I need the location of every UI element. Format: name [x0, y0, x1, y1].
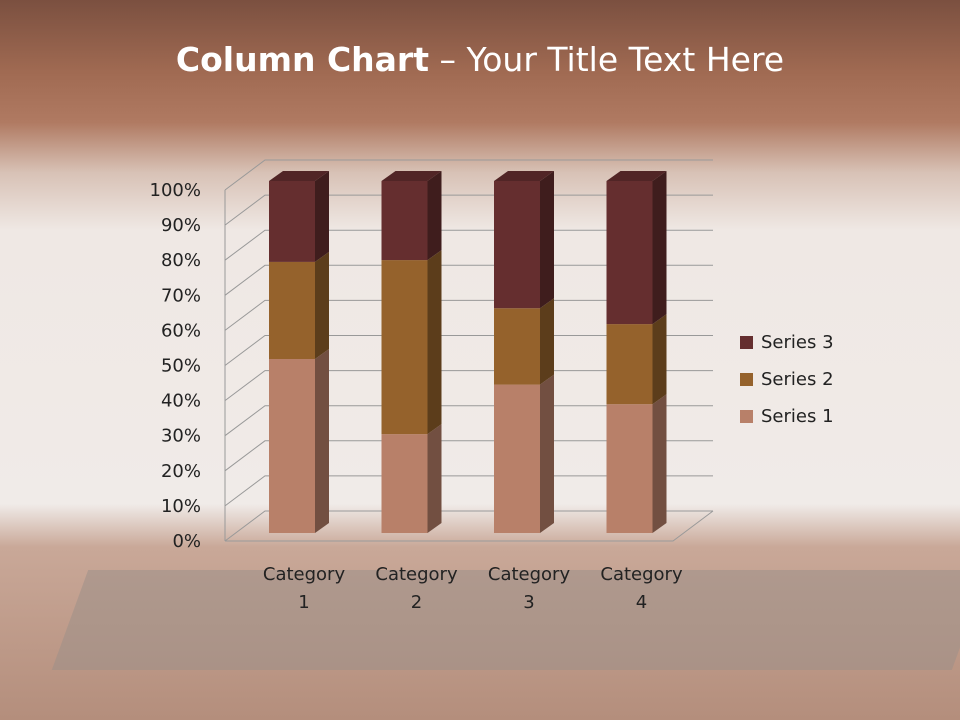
bar-series-1 [269, 359, 315, 533]
legend-item: Series 2 [740, 369, 834, 390]
bar-series-2 [269, 261, 315, 360]
x-tick-label: 4 [636, 592, 647, 613]
gridline [224, 299, 713, 331]
bar-side-series-1 [540, 374, 554, 533]
y-tick-label: 30% [161, 426, 201, 447]
gridline [224, 264, 713, 296]
bar-series-1 [494, 384, 540, 533]
x-tick-label: 1 [298, 592, 309, 613]
bar-side-series-3 [427, 171, 442, 261]
gridline [224, 335, 713, 366]
y-tick-label: 60% [161, 320, 201, 341]
bar-side-series-1 [652, 394, 667, 533]
bar-series-3 [269, 181, 315, 262]
bar-series-3 [494, 181, 540, 309]
gridline [224, 159, 713, 191]
bar-side-series-1 [427, 424, 442, 533]
bar-side-series-2 [540, 298, 554, 385]
x-tick-label: Category [600, 564, 683, 585]
y-tick-label: 70% [161, 285, 201, 306]
bar-side-series-2 [652, 314, 667, 405]
bar-series-3 [606, 181, 653, 325]
y-tick-label: 20% [161, 461, 201, 482]
y-tick-label: 50% [161, 356, 201, 377]
y-tick-label: 90% [161, 215, 201, 236]
bar-series-3 [381, 181, 428, 261]
bar-side-series-2 [315, 251, 329, 360]
legend-label: Series 1 [761, 406, 834, 427]
bar-series-1 [381, 434, 428, 533]
bar-side-series-3 [540, 171, 554, 309]
title-bold: Column Chart [175, 40, 429, 79]
x-tick-label: Category [263, 564, 346, 585]
x-tick-label: 2 [411, 592, 422, 613]
x-tick-label: 3 [523, 592, 534, 613]
bar-top [381, 171, 442, 181]
slide-title: Column Chart – Your Title Text Here [0, 40, 960, 79]
bar-series-1 [606, 404, 653, 533]
legend-swatch [740, 336, 753, 349]
legend-swatch [740, 410, 753, 423]
bar-top [269, 171, 329, 181]
bar-top [606, 171, 667, 181]
bar-side-series-3 [315, 171, 329, 262]
gridline [224, 194, 713, 226]
x-tick-label: Category [488, 564, 571, 585]
y-tick-label: 40% [161, 391, 201, 412]
bar-side-series-1 [315, 349, 329, 533]
legend-item: Series 3 [740, 332, 834, 353]
y-tick-label: 10% [161, 496, 201, 517]
legend-label: Series 2 [761, 369, 834, 390]
y-tick-label: 80% [161, 250, 201, 271]
bar-top [494, 171, 554, 181]
y-tick-label: 100% [150, 180, 201, 201]
bar-series-2 [606, 324, 653, 405]
gridline [224, 510, 713, 542]
gridline [224, 229, 713, 261]
gridline [224, 405, 713, 437]
gridline [224, 475, 713, 507]
x-tick-label: Category [375, 564, 458, 585]
bar-side-series-3 [652, 171, 667, 325]
legend-item: Series 1 [740, 406, 834, 427]
legend-label: Series 3 [761, 332, 834, 353]
gridline [224, 370, 713, 402]
bar-side-series-2 [427, 250, 442, 435]
legend-swatch [740, 373, 753, 386]
gridline [224, 440, 713, 472]
bar-series-2 [381, 260, 428, 435]
y-tick-label: 0% [172, 531, 201, 552]
title-rest: – Your Title Text Here [428, 40, 785, 79]
bar-series-2 [494, 308, 540, 385]
x-axis-floor [225, 510, 714, 542]
